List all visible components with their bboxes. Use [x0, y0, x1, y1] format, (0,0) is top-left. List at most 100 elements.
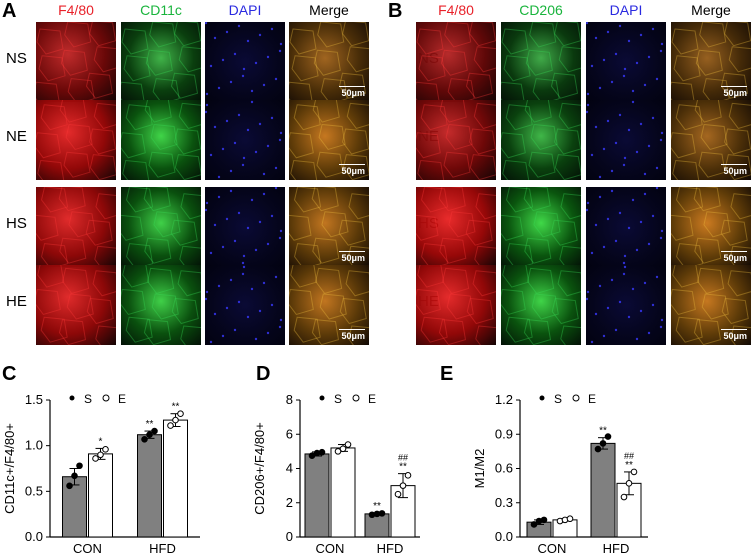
cell-outline-pattern	[289, 22, 369, 102]
scale-bar-label: 50μm	[341, 331, 365, 341]
data-point	[344, 441, 352, 448]
significance-marker: **	[373, 501, 381, 512]
scale-bar-label: 50μm	[341, 166, 365, 176]
y-tick-label: 0.5	[25, 483, 43, 498]
bar-e-hfd	[163, 419, 188, 538]
cell-outline-pattern	[586, 100, 664, 179]
micrograph-f480-ns	[416, 22, 496, 102]
cell-outline-pattern	[416, 187, 496, 267]
cell-outline-pattern	[416, 22, 496, 102]
panel-letter-e: E	[440, 363, 453, 385]
micrograph-merge-ns: 50μm	[289, 22, 369, 102]
data-point	[530, 521, 538, 528]
cell-outline-pattern	[586, 187, 664, 265]
y-tick-label: 0.6	[495, 461, 513, 476]
data-point	[625, 480, 633, 487]
micrograph-dapi-ns	[205, 22, 285, 102]
x-tick-label: HFD	[603, 541, 630, 556]
cell-outline-pattern	[205, 187, 283, 265]
data-point	[146, 431, 153, 439]
y-tick-label: 0.0	[495, 529, 513, 544]
bar-e-con	[330, 447, 356, 538]
scale-bar: 50μm	[721, 86, 747, 98]
micrograph-dapi-ne	[205, 100, 285, 180]
scale-bar-label: 50μm	[723, 253, 747, 263]
micrograph-f480-hs	[36, 187, 116, 267]
cell-outline-pattern	[586, 265, 664, 344]
row-label-he: HE	[6, 293, 27, 310]
data-point	[177, 410, 184, 418]
cell-outline-pattern	[205, 100, 283, 179]
data-point	[318, 448, 326, 456]
micrograph-marker-hs	[121, 187, 201, 267]
micrograph-f480-ne	[36, 100, 116, 180]
x-tick-label: HFD	[377, 541, 404, 556]
legend-label-s: S	[84, 392, 92, 406]
micrograph-merge-ne: 50μm	[671, 100, 751, 180]
significance-marker: **	[625, 460, 633, 471]
y-axis-label: CD11c+/F4/80+	[2, 423, 17, 514]
data-point	[630, 468, 638, 476]
cell-outline-pattern	[121, 100, 201, 180]
data-point	[339, 445, 347, 453]
cell-outline-pattern	[36, 187, 116, 267]
micrograph-dapi-ne	[586, 100, 666, 180]
panel-letter-b: B	[388, 0, 403, 22]
scale-bar-label: 50μm	[723, 88, 747, 98]
data-point	[141, 435, 148, 443]
legend-marker-s	[539, 395, 545, 401]
cell-outline-pattern	[121, 22, 201, 102]
column-header-dapi: DAPI	[609, 2, 643, 18]
micrograph-merge-hs: 50μm	[289, 187, 369, 267]
panel-letter-a: A	[2, 0, 17, 22]
micrograph-merge-he: 50μm	[289, 265, 369, 345]
micrograph-dapi-ns	[586, 22, 666, 102]
micrograph-dapi-he	[205, 265, 285, 345]
significance-marker: **	[599, 426, 607, 437]
bar-s-con	[62, 476, 87, 538]
y-tick-label: 0	[286, 529, 293, 544]
column-header-f480: F4/80	[58, 2, 94, 18]
micrograph-marker-ne	[501, 100, 581, 180]
micrograph-f480-ne	[416, 100, 496, 180]
column-header-f480: F4/80	[438, 2, 474, 18]
micrograph-marker-he	[121, 265, 201, 345]
data-point	[604, 433, 612, 440]
cell-outline-pattern	[416, 100, 496, 180]
data-point	[620, 493, 628, 501]
column-header-dapi: DAPI	[228, 2, 262, 18]
legend-label-s: S	[334, 392, 342, 406]
data-point	[66, 482, 73, 490]
bar-s-hfd	[137, 434, 162, 538]
data-point	[334, 448, 342, 455]
micrograph-f480-he	[416, 265, 496, 345]
data-point	[76, 462, 83, 470]
column-header-cd206: CD206	[519, 2, 563, 18]
y-axis-label: M1/M2	[472, 449, 487, 489]
micrograph-dapi-hs	[205, 187, 285, 267]
significance-marker: **	[172, 402, 180, 413]
cell-outline-pattern	[501, 187, 581, 267]
legend-marker-e	[102, 394, 110, 402]
y-tick-label: 0.3	[495, 495, 513, 510]
data-point	[172, 416, 179, 424]
row-label-ns: NS	[6, 50, 27, 67]
cell-outline-pattern	[205, 22, 283, 96]
cell-outline-pattern	[671, 265, 751, 345]
cell-outline-pattern	[416, 265, 496, 345]
cell-outline-pattern	[289, 187, 369, 267]
scale-bar: 50μm	[721, 329, 747, 341]
significance-marker: *	[99, 436, 103, 447]
column-header-merge: Merge	[309, 2, 349, 18]
cell-outline-pattern	[289, 265, 369, 345]
column-header-cd11c: CD11c	[140, 2, 182, 18]
cell-outline-pattern	[289, 100, 369, 180]
data-point	[399, 482, 407, 489]
y-tick-label: 1.5	[25, 392, 43, 407]
data-point	[308, 452, 316, 459]
panel-letter-d: D	[256, 363, 270, 385]
scale-bar: 50μm	[339, 86, 365, 98]
micrograph-marker-ns	[121, 22, 201, 102]
